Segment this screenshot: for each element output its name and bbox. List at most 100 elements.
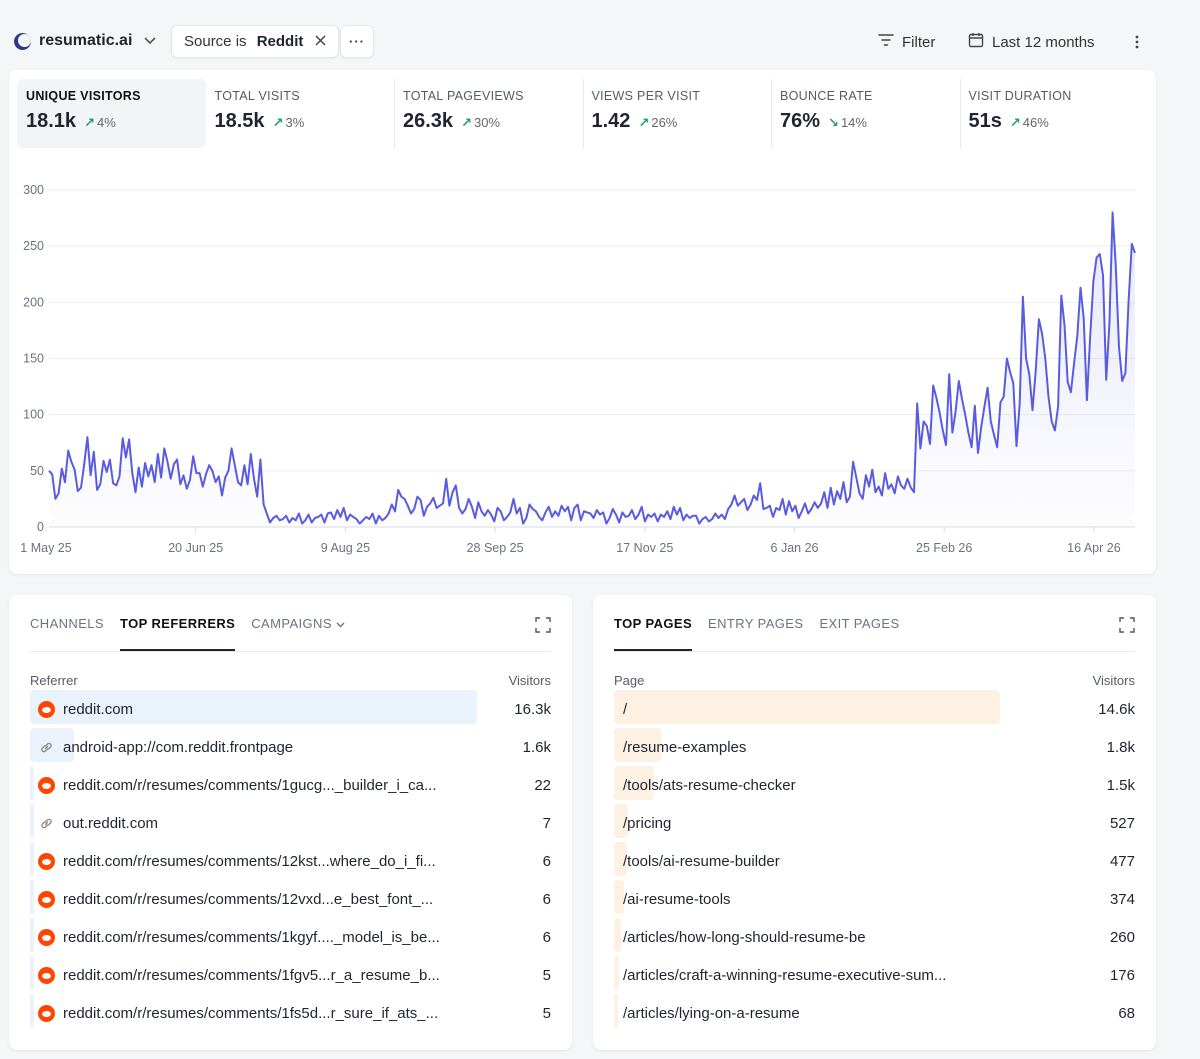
visitors-column-header: Visitors [508, 673, 551, 688]
row-bar [30, 690, 477, 724]
list-item[interactable]: reddit.com/r/resumes/comments/1gucg..._b… [30, 766, 551, 804]
row-value: 7 [542, 814, 551, 832]
site-switcher[interactable]: resumatic.ai [14, 28, 156, 54]
stat-change: ↗ 30% [461, 115, 500, 131]
expand-icon[interactable] [1119, 617, 1135, 633]
tab-label: TOP PAGES [614, 616, 693, 631]
row-bar [614, 918, 621, 952]
tab-label: CHANNELS [30, 616, 104, 631]
close-icon[interactable] [315, 33, 326, 50]
more-filters-button[interactable]: ··· [340, 25, 374, 58]
row-bar [614, 994, 618, 1028]
expand-icon[interactable] [535, 617, 551, 633]
list-item[interactable]: /tools/ats-resume-checker 1.5k [614, 766, 1135, 804]
row-label: /resume-examples [614, 739, 746, 756]
stat-change: ↘ 14% [828, 115, 867, 131]
stat-value-row: 18.5k ↗ 3% [215, 110, 386, 133]
row-label-text: reddit.com/r/resumes/comments/1kgyf...._… [63, 928, 440, 946]
list-item[interactable]: reddit.com/r/resumes/comments/12kst...wh… [30, 842, 551, 880]
tab-channels[interactable]: CHANNELS [30, 616, 104, 652]
row-label-text: reddit.com/r/resumes/comments/12kst...wh… [63, 852, 436, 870]
row-label-text: /resume-examples [623, 738, 747, 756]
arrow-down-right-icon: ↘ [828, 115, 839, 130]
row-label-text: reddit.com/r/resumes/comments/12vxd...e_… [63, 890, 434, 908]
row-label: /articles/how-long-should-resume-be [614, 929, 866, 946]
stat-value-row: 26.3k ↗ 30% [403, 110, 574, 133]
calendar-icon [968, 32, 984, 52]
row-label: reddit.com/r/resumes/comments/1fgv5...r_… [30, 966, 440, 984]
list-item[interactable]: android-app://com.reddit.frontpage 1.6k [30, 728, 551, 766]
stat-value: 18.1k [26, 110, 77, 132]
row-label-text: /tools/ai-resume-builder [623, 852, 780, 870]
list-item[interactable]: / 14.6k [614, 690, 1135, 728]
row-label: reddit.com/r/resumes/comments/1fs5d...r_… [30, 1004, 438, 1022]
referrers-list: reddit.com 16.3k android-app://com.reddit.… [30, 690, 551, 1032]
tab-top-referrers[interactable]: TOP REFERRERS [120, 616, 236, 652]
row-value: 527 [1109, 814, 1135, 832]
filter-button[interactable]: Filter [878, 30, 935, 54]
row-label-text: out.reddit.com [63, 814, 159, 832]
stat-value: 76% [780, 110, 821, 132]
row-value: 1.6k [522, 738, 551, 756]
tabs-divider [614, 651, 1135, 652]
site-name: resumatic.ai [39, 32, 133, 49]
y-tick-label: 100 [23, 408, 44, 422]
row-label-text: /articles/how-long-should-resume-be [623, 928, 866, 946]
row-label: /pricing [614, 815, 671, 832]
kebab-menu-icon[interactable] [1128, 30, 1146, 54]
stat-value-row: 1.42 ↗ 26% [592, 110, 763, 133]
chevron-down-icon [144, 34, 156, 48]
row-label: reddit.com [30, 700, 133, 718]
list-item[interactable]: /articles/craft-a-winning-resume-executi… [614, 956, 1135, 994]
stat-value-row: 18.1k ↗ 4% [26, 110, 197, 133]
y-tick-label: 300 [23, 183, 44, 197]
row-label-text: /tools/ats-resume-checker [623, 776, 796, 794]
pages-list: / 14.6k/resume-examples 1.8k/tools/ats-res… [614, 690, 1135, 1032]
list-item[interactable]: reddit.com/r/resumes/comments/12vxd...e_… [30, 880, 551, 918]
stat-unique-visitors[interactable]: UNIQUE VISITORS 18.1k ↗ 4% [17, 79, 206, 148]
row-label: /tools/ats-resume-checker [614, 777, 796, 794]
stat-visit-duration[interactable]: VISIT DURATION 51s ↗ 46% [959, 79, 1149, 148]
date-range-button[interactable]: Last 12 months [968, 30, 1095, 54]
filter-chip-source[interactable]: Source is Reddit [171, 25, 340, 58]
list-item[interactable]: /articles/how-long-should-resume-be 260 [614, 918, 1135, 956]
list-item[interactable]: /articles/lying-on-a-resume 68 [614, 994, 1135, 1032]
series-area [49, 212, 1135, 527]
stat-total-pageviews[interactable]: TOTAL PAGEVIEWS 26.3k ↗ 30% [394, 79, 583, 148]
visitors-line-chart[interactable]: 0 50 100 150 200 250 300 1 May 25 20 Jun 25 9 Aug… [9, 170, 1156, 560]
list-item[interactable]: /pricing 527 [614, 804, 1135, 842]
arrow-up-right-icon: ↗ [1009, 115, 1021, 130]
tabs-divider [30, 651, 551, 652]
list-item[interactable]: reddit.com/r/resumes/comments/1kgyf...._… [30, 918, 551, 956]
arrow-up-right-icon: ↗ [272, 115, 284, 130]
row-label: /articles/craft-a-winning-resume-executi… [614, 967, 946, 984]
stat-total-visits[interactable]: TOTAL VISITS 18.5k ↗ 3% [206, 79, 395, 148]
arrow-up-right-icon: ↗ [638, 115, 650, 130]
row-bar [30, 918, 34, 952]
list-item[interactable]: /resume-examples 1.8k [614, 728, 1135, 766]
x-tick-label: 16 Apr 26 [1067, 541, 1121, 555]
tab-entry-pages[interactable]: ENTRY PAGES [708, 616, 803, 652]
row-label: reddit.com/r/resumes/comments/12vxd...e_… [30, 890, 434, 908]
tab-top-pages[interactable]: TOP PAGES [614, 616, 693, 652]
list-item[interactable]: reddit.com/r/resumes/comments/1fgv5...r_… [30, 956, 551, 994]
tab-exit-pages[interactable]: EXIT PAGES [819, 616, 899, 652]
row-label: /ai-resume-tools [614, 891, 731, 908]
list-item[interactable]: reddit.com 16.3k [30, 690, 551, 728]
list-item[interactable]: /tools/ai-resume-builder 477 [614, 842, 1135, 880]
reddit-icon [38, 776, 55, 794]
filter-icon [878, 33, 894, 51]
stat-value-row: 76% ↘ 14% [780, 110, 951, 133]
stat-views-per-visit[interactable]: VIEWS PER VISIT 1.42 ↗ 26% [582, 79, 772, 148]
y-tick-label: 50 [30, 464, 44, 478]
tab-label: TOP REFERRERS [120, 616, 236, 631]
stat-change-value: 30% [473, 115, 500, 130]
tab-campaigns[interactable]: CAMPAIGNS [251, 616, 345, 652]
row-value: 6 [542, 928, 551, 946]
list-item[interactable]: out.reddit.com 7 [30, 804, 551, 842]
stat-label: BOUNCE RATE [780, 89, 873, 103]
row-value: 374 [1109, 890, 1135, 908]
stat-bounce-rate[interactable]: BOUNCE RATE 76% ↘ 14% [771, 79, 960, 148]
list-item[interactable]: reddit.com/r/resumes/comments/1fs5d...r_… [30, 994, 551, 1032]
list-item[interactable]: /ai-resume-tools 374 [614, 880, 1135, 918]
